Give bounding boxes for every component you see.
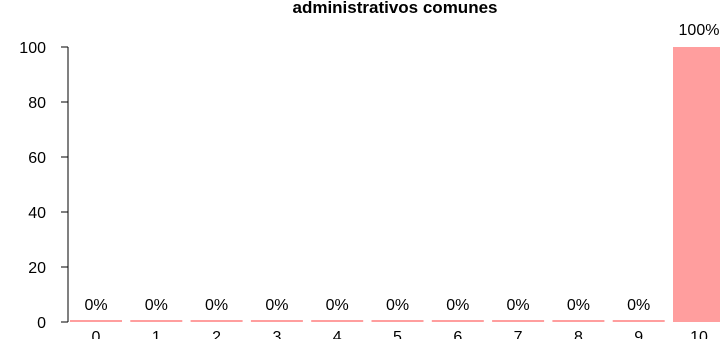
bar-10	[673, 47, 720, 322]
x-tick-label: 5	[393, 329, 402, 339]
x-tick-label: 7	[514, 329, 523, 339]
y-tick-label: 60	[28, 150, 46, 167]
x-tick-label: 4	[333, 329, 342, 339]
y-tick-label: 20	[28, 260, 46, 277]
data-labels: 0% 0% 0% 0% 0% 0% 0% 0% 0% 0% 100%	[84, 22, 719, 314]
y-tick-label: 0	[37, 315, 46, 332]
bar-0	[70, 320, 122, 322]
y-tick-label: 100	[19, 40, 46, 57]
data-label-7: 0%	[507, 297, 530, 314]
data-label-2: 0%	[205, 297, 228, 314]
x-tick-label: 9	[634, 329, 643, 339]
x-tick-label: 1	[152, 329, 161, 339]
data-label-10: 100%	[679, 22, 720, 39]
chart-title: administrativos comunes	[292, 0, 497, 17]
bar-4	[311, 320, 364, 322]
x-axis-ticks: 0 1 2 3 4 5 6 7 8 9 10	[92, 329, 708, 339]
data-label-3: 0%	[265, 297, 288, 314]
bars	[70, 47, 720, 322]
y-tick-label: 40	[28, 205, 46, 222]
bar-3	[250, 320, 303, 322]
data-label-6: 0%	[446, 297, 469, 314]
y-tick-label: 80	[28, 95, 46, 112]
data-label-0: 0%	[84, 297, 107, 314]
x-tick-label: 6	[453, 329, 462, 339]
x-tick-label: 10	[690, 329, 708, 339]
data-label-8: 0%	[567, 297, 590, 314]
data-label-9: 0%	[627, 297, 650, 314]
x-tick-label: 3	[272, 329, 281, 339]
bar-5	[371, 320, 424, 322]
data-label-5: 0%	[386, 297, 409, 314]
bar-6	[431, 320, 484, 322]
y-axis: 0 20 40 60 80 100	[19, 40, 69, 332]
data-label-1: 0%	[145, 297, 168, 314]
bar-8	[552, 320, 605, 322]
x-tick-label: 2	[212, 329, 221, 339]
x-tick-label: 0	[92, 329, 101, 339]
bar-1	[130, 320, 183, 322]
bar-7	[492, 320, 545, 322]
bar-2	[190, 320, 243, 322]
data-label-4: 0%	[326, 297, 349, 314]
bar-9	[612, 320, 665, 322]
x-tick-label: 8	[574, 329, 583, 339]
